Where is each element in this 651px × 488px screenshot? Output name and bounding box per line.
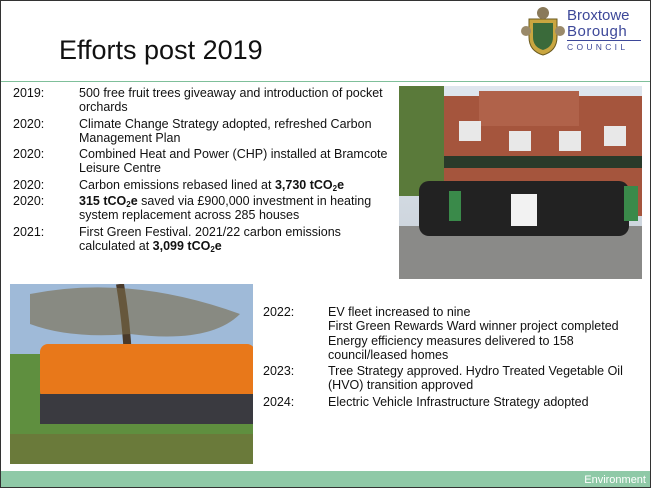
paragraph: Climate Change Strategy adopted, refresh…	[79, 117, 391, 146]
timeline-entry: 2023: Tree Strategy approved. Hydro Treat…	[263, 364, 643, 393]
timeline: 2022: EV fleet increased to nine First Gre…	[263, 305, 643, 411]
paragraph: Electric Vehicle Infrastructure Strategy…	[328, 395, 643, 409]
paragraph: Energy efficiency measures delivered to …	[328, 334, 643, 363]
text-segment: EV fleet increased to nine	[328, 305, 471, 319]
text-segment: Energy efficiency measures delivered to …	[328, 333, 574, 362]
entry-text: Combined Heat and Power (CHP) installed …	[79, 147, 391, 176]
text-segment: Combined Heat and Power (CHP) installed …	[79, 147, 388, 176]
title-rule	[1, 81, 650, 82]
paragraph: First Green Festival. 2021/22 carbon emi…	[79, 225, 391, 254]
logo-rule	[567, 40, 641, 41]
text-segment: Electric Vehicle Infrastructure Strategy…	[328, 394, 589, 409]
paragraph: 500 free fruit trees giveaway and introd…	[79, 86, 391, 115]
entry-text: Climate Change Strategy adopted, refresh…	[79, 117, 391, 146]
logo-line: Broxtowe	[567, 7, 630, 24]
text-segment: 2	[126, 200, 131, 210]
text-segment: 3,730 tCO	[274, 177, 333, 192]
text-segment: First Green Festival. 2021/22 carbon emi…	[79, 224, 341, 253]
photo	[399, 86, 642, 279]
timeline-entry: 2022: EV fleet increased to nine First Gre…	[263, 305, 643, 362]
year: 2020:	[13, 177, 45, 192]
text-segment: Tree Strategy approved. Hydro Treated Ve…	[328, 364, 623, 393]
timeline-entry: 2020: Combined Heat and Power (CHP) insta…	[13, 147, 391, 176]
slide-title: Efforts post 2019	[59, 35, 263, 65]
text-segment: e	[214, 238, 222, 253]
timeline-entry: 2020: 315 tCO2e saved via £900,000 invest…	[13, 194, 391, 223]
text-segment: 2	[210, 244, 215, 254]
entry-text: EV fleet increased to nine First Green Re…	[328, 305, 643, 362]
timeline-entry: 2020: Climate Change Strategy adopted, re…	[13, 117, 391, 146]
year: 2024:	[263, 394, 295, 409]
paragraph: EV fleet increased to nine	[328, 305, 643, 319]
entry-text: 500 free fruit trees giveaway and introd…	[79, 86, 391, 115]
paragraph: Tree Strategy approved. Hydro Treated Ve…	[328, 364, 643, 393]
paragraph: Combined Heat and Power (CHP) installed …	[79, 147, 391, 176]
year: 2020:	[13, 116, 45, 131]
text-segment: First Green Rewards Ward winner project …	[328, 319, 619, 334]
timeline-entry: 2020: Carbon emissions rebased lined at 3…	[13, 177, 391, 193]
year: 2020:	[13, 147, 45, 162]
entry-text: Carbon emissions rebased lined at 3,730 …	[79, 177, 391, 193]
timeline-entry: 2019: 500 free fruit trees giveaway and i…	[13, 86, 391, 115]
text-segment: 2	[332, 183, 338, 193]
entry-text: First Green Festival. 2021/22 carbon emi…	[79, 225, 391, 254]
text-segment: 315 tCO	[79, 194, 127, 209]
logo-line: COUNCIL	[567, 42, 629, 52]
text-segment: e	[337, 177, 345, 192]
year: 2022:	[263, 305, 295, 319]
year: 2021:	[13, 224, 45, 239]
text-segment: saved via £900,000 investment in heating…	[79, 194, 372, 223]
timeline-entry: 2021: First Green Festival. 2021/22 carbo…	[13, 225, 391, 254]
year: 2023:	[263, 364, 295, 379]
photo	[10, 284, 253, 464]
entry-text: 315 tCO2e saved via £900,000 investment …	[79, 194, 391, 223]
text-segment: Climate Change Strategy adopted, refresh…	[79, 116, 372, 145]
text-segment: Carbon emissions rebased lined at	[79, 177, 275, 192]
paragraph: First Green Rewards Ward winner project …	[328, 319, 643, 333]
text-segment: 3,099 tCO	[152, 238, 211, 253]
entry-text: Electric Vehicle Infrastructure Strategy…	[328, 395, 643, 409]
entry-text: Tree Strategy approved. Hydro Treated Ve…	[328, 364, 643, 393]
logo-line: Borough	[567, 23, 628, 40]
paragraph: 315 tCO2e saved via £900,000 investment …	[79, 194, 391, 223]
timeline-entry: 2024: Electric Vehicle Infrastructure Str…	[263, 395, 643, 409]
footer-bar: Environment	[1, 471, 650, 487]
year: 2019:	[13, 86, 45, 100]
crest	[521, 7, 565, 56]
timeline: 2019: 500 free fruit trees giveaway and i…	[13, 86, 391, 255]
year: 2020:	[13, 194, 45, 209]
footer-label: Environment	[584, 474, 646, 486]
text-segment: e	[130, 194, 138, 209]
text-segment: 500 free fruit trees giveaway and introd…	[79, 86, 383, 115]
paragraph: Carbon emissions rebased lined at 3,730 …	[79, 177, 391, 193]
